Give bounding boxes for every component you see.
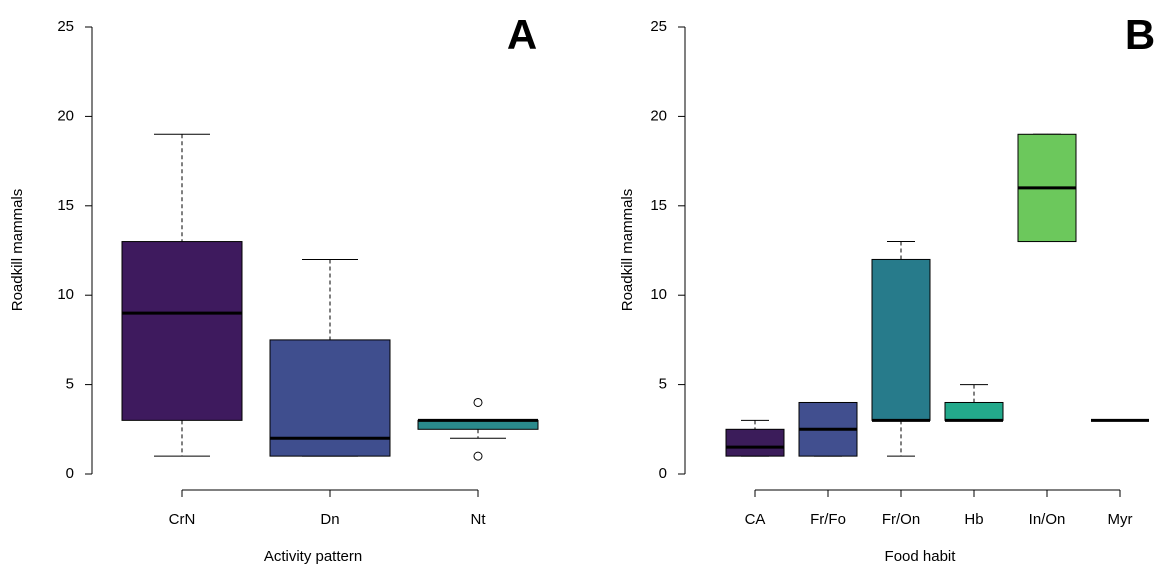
x-tick-label: CrN: [169, 511, 196, 528]
y-tick-label: 15: [650, 197, 667, 214]
x-tick-label: Hb: [964, 511, 983, 528]
y-tick-label: 10: [650, 286, 667, 303]
box: [872, 259, 930, 420]
x-axis-label: Activity pattern: [264, 548, 362, 565]
x-tick-label: Nt: [471, 511, 487, 528]
panel-label: B: [1125, 11, 1155, 58]
x-axis-label: Food habit: [885, 548, 957, 565]
x-tick-label: Dn: [320, 511, 339, 528]
y-tick-label: 5: [659, 376, 667, 393]
y-tick-label: 10: [57, 286, 74, 303]
y-tick-label: 20: [57, 107, 74, 124]
y-tick-label: 15: [57, 197, 74, 214]
chart: 0 5 10 15 20 25 Roadkill mammals Activity patte…: [0, 0, 1171, 572]
box: [726, 429, 784, 456]
y-tick-label: 20: [650, 107, 667, 124]
x-tick-label: Myr: [1108, 511, 1133, 528]
x-tick-label: CA: [745, 511, 766, 528]
outlier: [474, 398, 482, 406]
box: [945, 402, 1003, 420]
x-tick-label: In/On: [1029, 511, 1066, 528]
box: [122, 242, 242, 421]
y-tick-label: 0: [659, 465, 667, 482]
x-tick-label: Fr/Fo: [810, 511, 846, 528]
x-tick-label: Fr/On: [882, 511, 920, 528]
outlier: [474, 452, 482, 460]
y-tick-label: 25: [57, 18, 74, 35]
y-axis-label: Roadkill mammals: [619, 189, 636, 312]
y-tick-label: 5: [66, 376, 74, 393]
y-tick-label: 25: [650, 18, 667, 35]
panel-label: A: [507, 11, 537, 58]
y-tick-label: 0: [66, 465, 74, 482]
y-axis-label: Roadkill mammals: [9, 189, 26, 312]
